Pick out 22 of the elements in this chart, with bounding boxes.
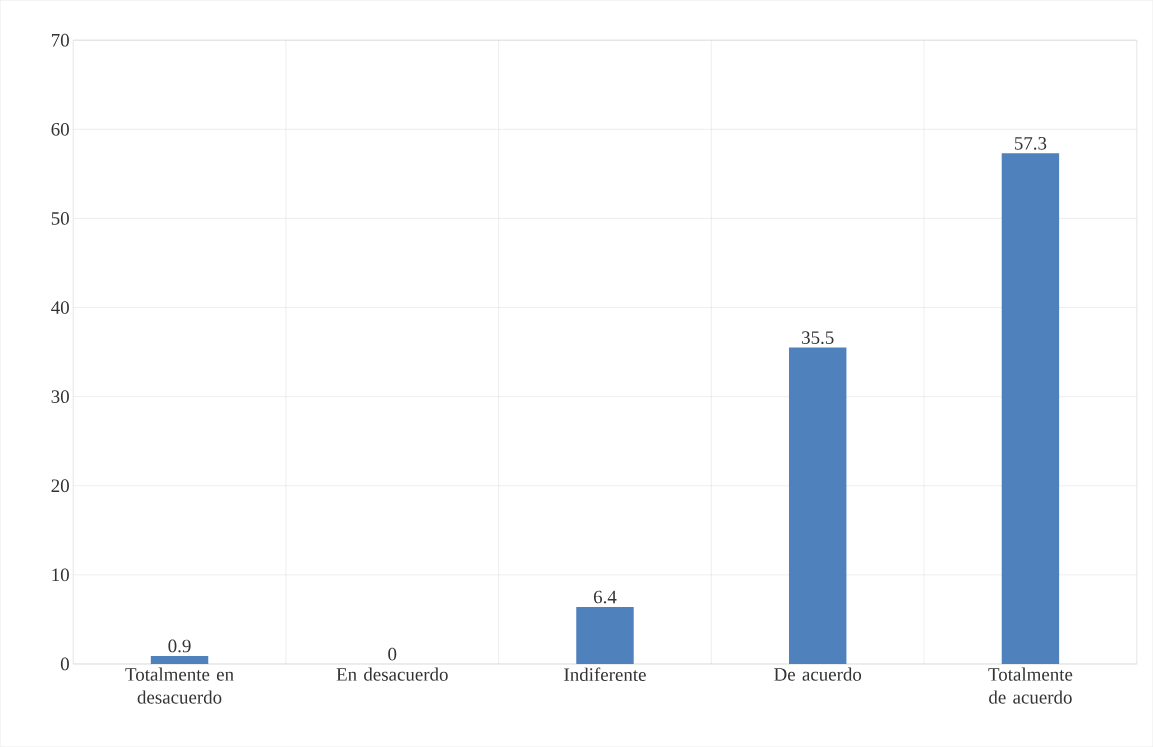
data-label: 6.4: [593, 590, 617, 604]
y-tick-label: 40: [51, 301, 69, 314]
bar: [150, 655, 209, 664]
data-label: 0.9: [168, 639, 191, 653]
y-tick-label: 30: [51, 390, 69, 403]
y-tick-label: 0: [60, 657, 69, 671]
bar: [576, 606, 634, 664]
y-tick-label: 20: [51, 479, 69, 493]
y-tick-label: 60: [51, 122, 69, 136]
x-tick-label: En desacuerdo: [336, 667, 448, 681]
data-label: 0: [388, 647, 397, 661]
x-tick-label: De acuerdo: [774, 667, 862, 681]
data-label: 35.5: [802, 331, 834, 345]
x-tick-label: Totalmente de acuerdo: [988, 667, 1073, 704]
bar: [1001, 153, 1060, 664]
bar: [788, 347, 847, 664]
y-tick-label: 10: [52, 568, 69, 582]
y-tick-label: 70: [51, 33, 69, 47]
x-tick-label: Totalmente en desacuerdo: [125, 667, 234, 704]
x-tick-label: Indiferente: [564, 667, 646, 681]
data-label: 57.3: [1014, 136, 1047, 150]
y-tick-label: 50: [51, 211, 69, 225]
